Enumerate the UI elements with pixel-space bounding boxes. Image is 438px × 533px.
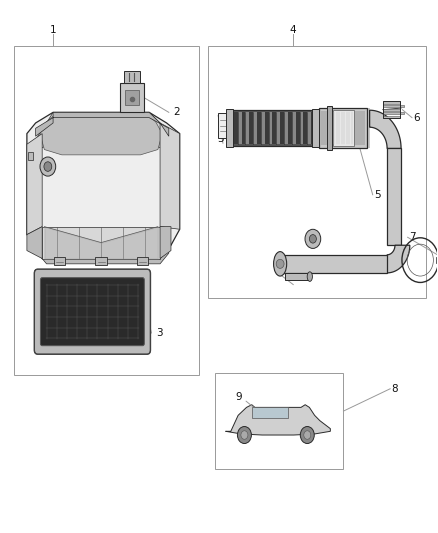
Bar — [257, 112, 261, 144]
Polygon shape — [27, 134, 42, 235]
Bar — [215, 373, 343, 469]
Circle shape — [241, 431, 248, 439]
Bar — [261, 112, 265, 144]
Bar — [286, 273, 310, 280]
Bar — [311, 112, 315, 144]
Polygon shape — [160, 123, 180, 229]
Bar — [280, 112, 284, 144]
Circle shape — [309, 235, 316, 243]
Polygon shape — [230, 110, 315, 147]
Circle shape — [304, 431, 311, 439]
Polygon shape — [40, 112, 162, 155]
Bar — [268, 112, 272, 144]
Bar — [265, 112, 268, 144]
Bar — [14, 46, 199, 375]
Polygon shape — [160, 227, 171, 259]
FancyBboxPatch shape — [40, 278, 145, 346]
Polygon shape — [35, 112, 169, 150]
Bar — [383, 105, 404, 107]
Polygon shape — [35, 112, 169, 136]
Circle shape — [305, 229, 321, 248]
Polygon shape — [252, 407, 288, 418]
Bar — [300, 112, 304, 144]
Text: 7: 7 — [409, 232, 416, 243]
Bar — [311, 109, 318, 148]
Polygon shape — [27, 112, 180, 259]
Polygon shape — [42, 227, 160, 259]
Bar — [288, 112, 292, 144]
Bar — [304, 112, 307, 144]
Circle shape — [300, 426, 314, 443]
Text: 5: 5 — [374, 190, 381, 200]
Text: 1: 1 — [50, 25, 57, 35]
Ellipse shape — [274, 252, 287, 276]
Bar — [307, 112, 311, 144]
Ellipse shape — [307, 272, 312, 281]
Circle shape — [40, 157, 56, 176]
Polygon shape — [387, 149, 401, 245]
Bar — [54, 257, 65, 265]
Polygon shape — [370, 110, 401, 149]
Polygon shape — [321, 111, 365, 146]
Bar — [218, 113, 228, 139]
FancyBboxPatch shape — [34, 269, 150, 354]
Bar — [383, 101, 400, 103]
Circle shape — [237, 426, 251, 443]
Bar — [137, 257, 148, 265]
Polygon shape — [280, 255, 387, 273]
Bar — [241, 112, 245, 144]
Bar — [436, 257, 438, 263]
Bar — [327, 107, 332, 150]
Bar — [95, 257, 107, 265]
Bar — [383, 116, 400, 118]
Polygon shape — [318, 108, 367, 149]
Polygon shape — [27, 227, 42, 259]
Text: 7: 7 — [278, 267, 285, 277]
Bar — [292, 112, 296, 144]
Circle shape — [44, 162, 52, 171]
Ellipse shape — [276, 260, 284, 268]
Text: 8: 8 — [392, 384, 398, 394]
Bar — [234, 112, 238, 144]
Bar — [332, 110, 354, 147]
Text: 6: 6 — [413, 112, 420, 123]
Polygon shape — [226, 405, 330, 435]
Bar — [253, 112, 257, 144]
Polygon shape — [367, 108, 370, 149]
Text: 5: 5 — [217, 134, 224, 144]
Bar — [383, 112, 404, 115]
Bar — [284, 112, 288, 144]
Bar — [272, 112, 276, 144]
Text: 9: 9 — [235, 392, 242, 402]
Text: 3: 3 — [155, 328, 162, 338]
Text: 4: 4 — [290, 25, 297, 35]
Bar — [124, 71, 140, 83]
Bar — [296, 112, 300, 144]
Bar — [125, 90, 139, 105]
Bar — [383, 101, 400, 118]
Bar — [383, 109, 400, 111]
Polygon shape — [33, 248, 169, 264]
Polygon shape — [28, 152, 33, 160]
Bar — [208, 46, 426, 298]
Bar — [276, 112, 280, 144]
Text: 2: 2 — [173, 107, 180, 117]
Bar — [249, 112, 253, 144]
Bar — [120, 83, 144, 112]
Bar — [230, 112, 234, 144]
Bar — [245, 112, 249, 144]
Bar — [238, 112, 241, 144]
Polygon shape — [387, 245, 410, 273]
Bar — [226, 109, 233, 148]
